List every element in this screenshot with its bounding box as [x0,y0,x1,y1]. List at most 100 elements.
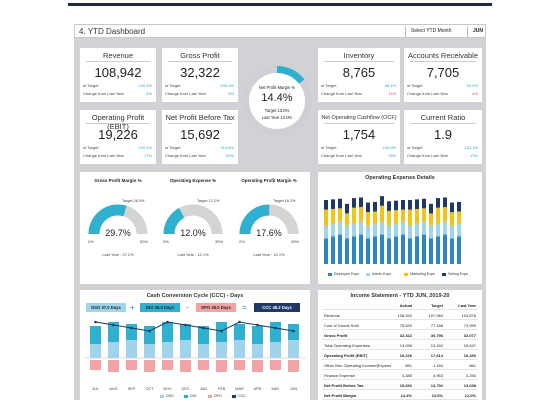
opex-bar-segment [373,211,377,224]
month-selector[interactable]: JUN [473,28,484,34]
kpi-change-value: 11% [388,91,396,96]
kpi-card-current-ratio: Current Ratio 1.9 of Target 131.1% Change… [404,110,482,164]
table-row: Net Profit Margin 14.4% 13.0% 12.0% [322,391,478,400]
opex-bar-segment [387,201,391,211]
opex-bar-segment [415,199,419,209]
target-cell: 13,792 [430,383,443,388]
kpi-change-value: 4% [472,91,478,96]
month-selector-label: Select YTD Month [411,28,452,34]
kpi-change-label: Change from Last Year [321,91,362,96]
opex-bar-segment [366,202,370,213]
opex-bar-segment [401,209,405,222]
opex-bar-segment [450,238,454,264]
ccc-badge: CCC 48.2 Days [254,303,300,312]
gauge-max-label: 50% [140,239,148,244]
opex-bar-segment [394,200,398,211]
opex-bar-segment [422,234,426,264]
ring-target-label: Target [264,108,277,113]
opex-bar-segment [359,207,363,222]
ccc-chart-title: Cash Conversion Cycle (CCC) - Days [146,293,244,299]
opex-bar-segment [345,225,349,239]
kpi-target-value: 93.9% [466,83,478,88]
dio-badge: DIO 36.0 Days [140,303,180,312]
opex-bar-segment [408,200,412,210]
opex-bar-segment [345,203,349,214]
opex-bar-segment [338,198,342,209]
actual-cell: 14.4% [400,393,412,398]
opex-stacked-bar-chart [324,196,461,264]
ccc-point [130,326,133,330]
legend-label: Marketing Exps [410,272,435,276]
kpi-target-value: 98.1% [384,83,396,88]
opex-bar-segment [429,225,433,239]
kpi-change-label: Change from Last Year [165,153,206,158]
opex-bar-segment [422,221,426,235]
opex-bar-segment [457,223,461,237]
last-year-cell: 12.0% [464,393,476,398]
dio-bar [126,324,137,340]
kpi-value: 1.9 [433,127,453,142]
month-tick-label: JAN [200,387,207,391]
last-year-cell: 16,430 [463,353,476,358]
kpi-target-label: of Target [321,83,337,88]
table-row: Finance Expense 4,385 4,963 4,254 [322,371,478,380]
dio-bar [90,326,101,344]
gauge-value: 17.6% [256,228,282,238]
legend-item: DIO [184,394,196,398]
kpi-card-net-profit-before-tax: Net Profit Before Tax 15,692 of Target 11… [162,110,238,164]
legend-label: DSO [166,394,174,398]
kpi-change-value: 13% [387,153,396,158]
gauge-title: Operating Expense % [169,178,217,183]
gauge-min-label: 0% [163,239,169,244]
income-statement-panel: Income Statement - YTD JUN, 2019-20 Actu… [318,290,482,402]
row-label: Total Operating Expenses [324,343,370,348]
ccc-point [166,320,169,324]
net-profit-margin-ring: Net Profit Margin % 14.4% Target 13.0% L… [242,66,312,136]
dpo-bar [162,360,173,370]
opex-bar-segment [415,223,419,237]
legend-label: Employee Exps [334,272,359,276]
gauge-title: Operating Profit Margin % [241,178,297,183]
opex-bar-segment [422,208,426,222]
gauge-title: Gross Profit Margin % [94,178,142,183]
dio-bar [162,322,173,342]
table-row: Net Profit Before Tax 15,692 13,792 13,038 [322,381,478,390]
opex-bar-segment [387,210,391,226]
kpi-label: Inventory [343,51,375,60]
opex-bar-segment [331,199,335,209]
gauge-max-label: 35% [215,239,223,244]
opex-bar-segment [443,197,447,208]
divider [405,26,406,37]
kpi-target-value: 113.8% [220,145,234,150]
ccc-point [256,323,259,327]
legend-item: Marketing Exps [404,272,435,276]
opex-bar-segment [331,208,335,224]
dio-bar [144,326,155,344]
last-year-cell: 32,077 [463,333,476,338]
opex-bar-segment [429,213,433,226]
opex-bar-segment [457,201,461,212]
kpi-label: Current Ratio [420,113,466,122]
equals-icon: = [242,303,247,312]
opex-bar-segment [422,198,426,209]
gauge-last-year: Last Year : 12.1% [177,252,209,257]
dso-bar [144,344,155,358]
legend-swatch [160,394,164,398]
ccc-point [202,326,205,330]
gauge-1: Operating Expense % 12.0% 0% 35% Target 12.2… [155,172,231,284]
gauge-last-year: Last Year : 27.2% [102,252,134,257]
legend-swatch [442,272,446,276]
opex-bar-segment [366,225,370,239]
gauge-value-arc [88,204,127,235]
kpi-change-value: 20% [225,153,234,158]
opex-bar-segment [338,208,342,222]
kpi-target-label: of Target [407,145,423,150]
opex-chart-panel: Operating Expense Details Employee Exps A… [318,172,482,284]
kpi-target-label: of Target [165,145,181,150]
ccc-point [112,323,115,327]
ccc-point [220,329,223,333]
ccc-point [184,323,187,327]
legend-item: CCC [232,394,246,398]
kpi-label: Net Operating Cashflow (OCF) [321,115,397,121]
income-statement-title: Income Statement - YTD JUN, 2019-20 [350,293,450,299]
